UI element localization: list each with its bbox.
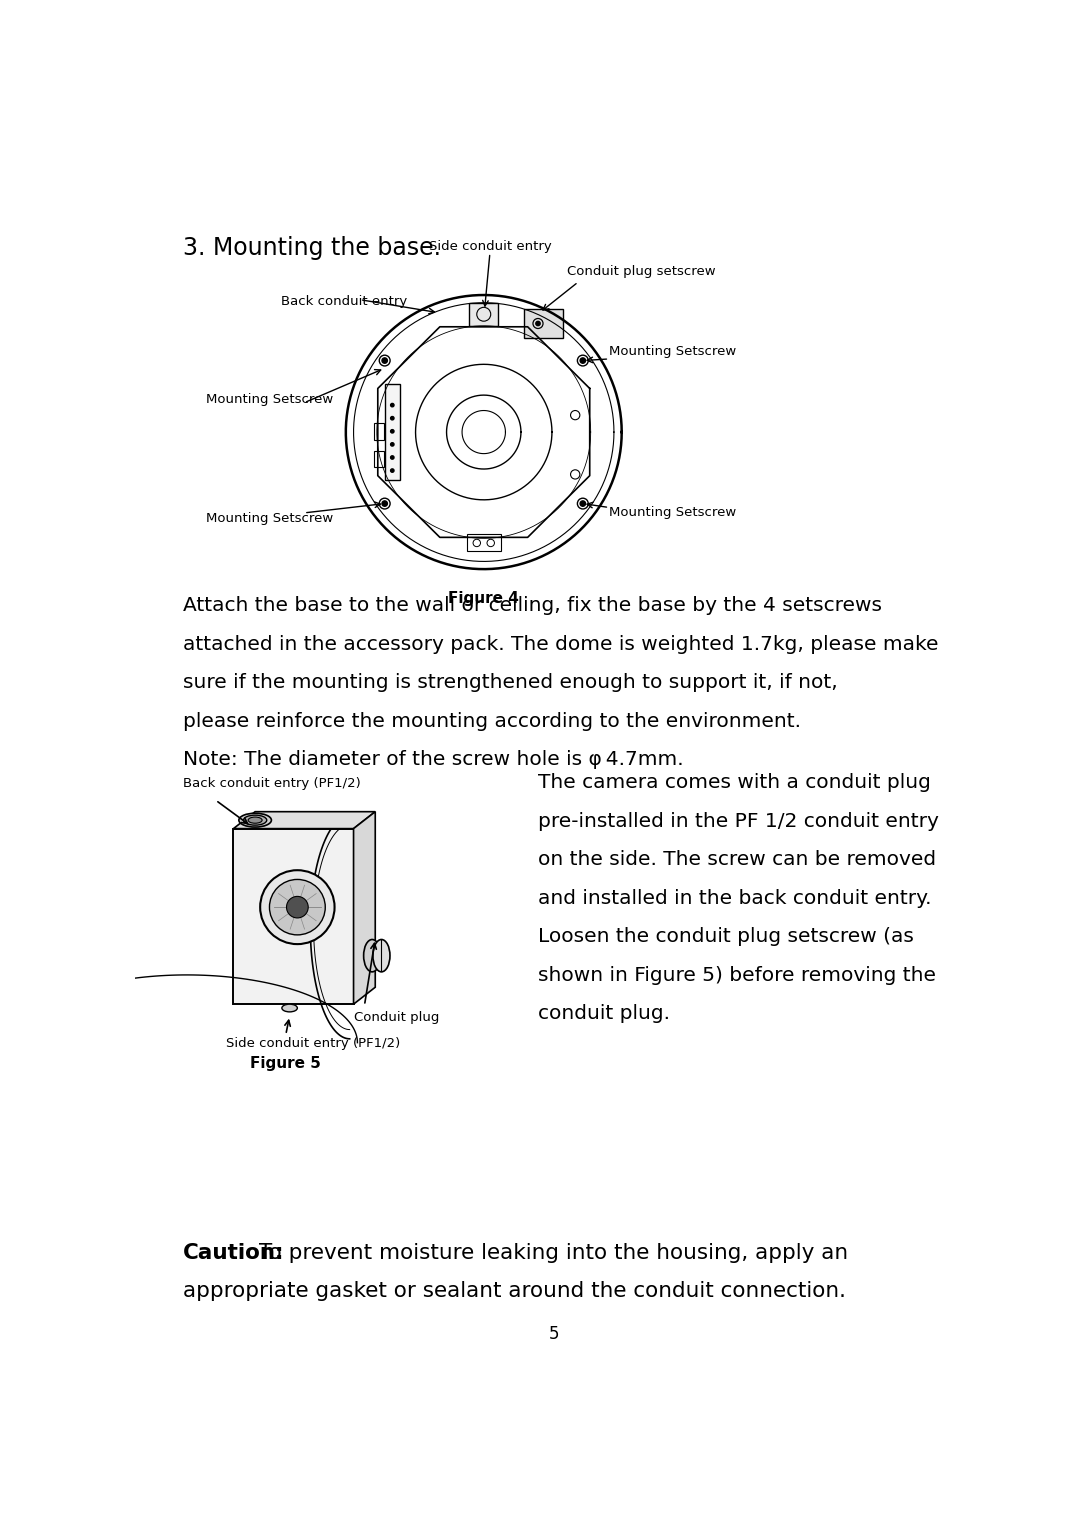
Circle shape (286, 897, 308, 918)
Circle shape (391, 403, 394, 406)
Text: please reinforce the mounting according to the environment.: please reinforce the mounting according … (183, 712, 801, 730)
Text: appropriate gasket or sealant around the conduit connection.: appropriate gasket or sealant around the… (183, 1282, 846, 1302)
Text: Mounting Setscrew: Mounting Setscrew (609, 506, 737, 520)
Polygon shape (353, 811, 375, 1004)
Ellipse shape (373, 940, 390, 972)
Circle shape (382, 501, 388, 506)
Polygon shape (233, 811, 375, 828)
FancyBboxPatch shape (233, 828, 353, 1004)
Text: Caution:: Caution: (183, 1242, 284, 1262)
Circle shape (391, 455, 394, 460)
Circle shape (391, 469, 394, 472)
Text: 5: 5 (549, 1325, 558, 1343)
Text: shown in Figure 5) before removing the: shown in Figure 5) before removing the (538, 966, 936, 984)
Text: pre-installed in the PF 1/2 conduit entry: pre-installed in the PF 1/2 conduit entr… (538, 811, 939, 831)
Circle shape (391, 429, 394, 432)
Bar (374, 451, 383, 466)
Ellipse shape (239, 813, 271, 827)
Text: Figure 5: Figure 5 (251, 1056, 321, 1071)
Text: attached in the accessory pack. The dome is weighted 1.7kg, please make: attached in the accessory pack. The dome… (183, 634, 939, 654)
Bar (374, 423, 383, 440)
Ellipse shape (243, 814, 267, 825)
Bar (524, 309, 563, 338)
Text: Mounting Setscrew: Mounting Setscrew (609, 345, 737, 358)
Ellipse shape (248, 817, 262, 824)
Text: The camera comes with a conduit plug: The camera comes with a conduit plug (538, 773, 931, 792)
Text: Figure 4: Figure 4 (448, 591, 519, 605)
Text: sure if the mounting is strengthened enough to support it, if not,: sure if the mounting is strengthened eno… (183, 672, 838, 692)
Text: conduit plug.: conduit plug. (538, 1004, 670, 1024)
Text: and installed in the back conduit entry.: and installed in the back conduit entry. (538, 889, 931, 908)
Circle shape (270, 880, 325, 935)
Text: Mounting Setscrew: Mounting Setscrew (206, 393, 334, 406)
Text: Side conduit entry: Side conduit entry (429, 240, 551, 252)
Circle shape (391, 417, 394, 420)
Text: 3. Mounting the base.: 3. Mounting the base. (183, 235, 441, 260)
Circle shape (536, 321, 540, 325)
Circle shape (382, 358, 388, 364)
Text: Conduit plug: Conduit plug (354, 1012, 440, 1024)
Text: Note: The diameter of the screw hole is φ 4.7mm.: Note: The diameter of the screw hole is … (183, 750, 684, 769)
Circle shape (260, 871, 335, 944)
Ellipse shape (364, 940, 380, 972)
Bar (467, 535, 501, 552)
Ellipse shape (282, 1004, 297, 1012)
Text: To prevent moisture leaking into the housing, apply an: To prevent moisture leaking into the hou… (259, 1242, 848, 1262)
Text: Conduit plug setscrew: Conduit plug setscrew (567, 266, 716, 278)
Text: on the side. The screw can be removed: on the side. The screw can be removed (538, 850, 936, 869)
Text: Back conduit entry (PF1/2): Back conduit entry (PF1/2) (183, 778, 361, 790)
Circle shape (391, 443, 394, 446)
Text: Loosen the conduit plug setscrew (as: Loosen the conduit plug setscrew (as (538, 927, 914, 946)
Text: Back conduit entry: Back conduit entry (281, 295, 407, 307)
Bar (469, 303, 499, 325)
Text: Mounting Setscrew: Mounting Setscrew (206, 512, 334, 524)
Text: Side conduit entry (PF1/2): Side conduit entry (PF1/2) (226, 1038, 400, 1050)
Bar (384, 384, 400, 480)
Text: Attach the base to the wall or ceiling, fix the base by the 4 setscrews: Attach the base to the wall or ceiling, … (183, 596, 882, 616)
Circle shape (580, 501, 585, 506)
Circle shape (580, 358, 585, 364)
